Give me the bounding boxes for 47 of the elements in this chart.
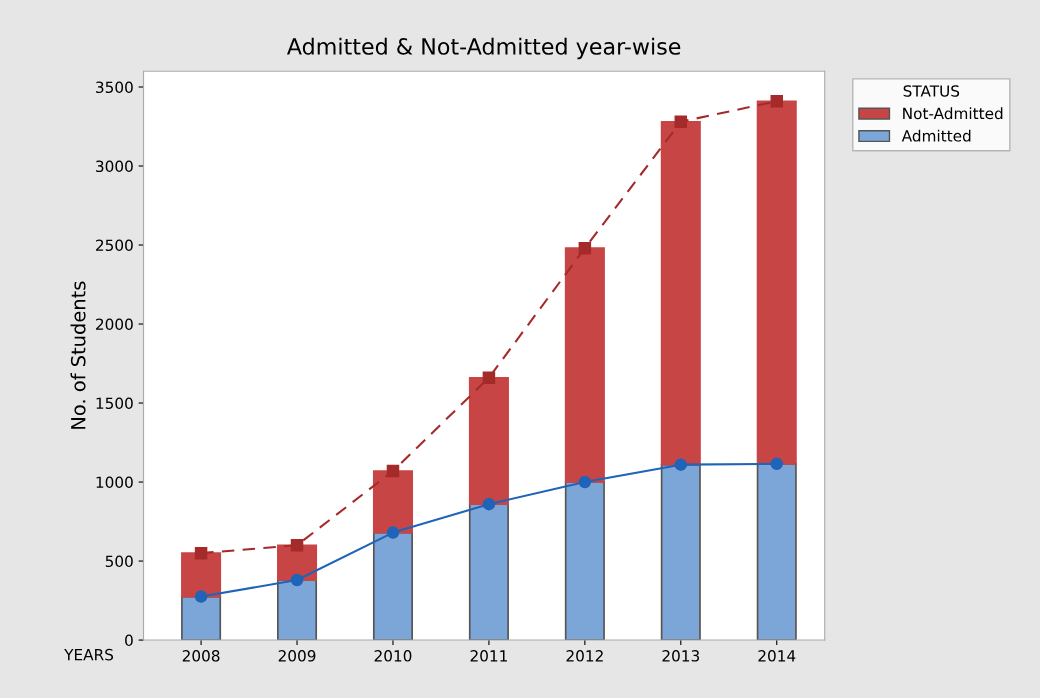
bar xyxy=(372,531,413,641)
bar xyxy=(564,481,605,641)
point xyxy=(194,546,208,560)
bar xyxy=(181,595,222,641)
point xyxy=(674,115,688,129)
point xyxy=(290,539,304,552)
x-tick-label: 2010 xyxy=(374,650,412,662)
point xyxy=(290,573,304,587)
x-tick-label: 2011 xyxy=(470,650,507,662)
bar xyxy=(468,503,509,641)
y-tick-label: 3500 xyxy=(96,81,133,94)
x-tick-label: 2008 xyxy=(182,650,220,662)
y-tick-label: 3000 xyxy=(96,160,133,173)
x-tick-label: 2009 xyxy=(278,650,316,662)
point xyxy=(194,590,208,603)
y-tick-label: 2000 xyxy=(96,318,133,331)
point xyxy=(770,94,783,108)
y-tick-label: 1000 xyxy=(96,476,133,489)
legend-title: STATUS xyxy=(903,85,960,97)
point xyxy=(578,241,592,255)
chart-title: Admitted & Not-Admitted year-wise xyxy=(286,37,681,60)
point xyxy=(386,464,400,478)
x-tick-label: 2014 xyxy=(758,650,796,662)
legend-label: Not-Admitted xyxy=(903,107,1003,120)
x-axis-title: YEARS xyxy=(64,648,114,661)
bar xyxy=(468,376,509,506)
bar xyxy=(277,579,318,641)
x-tick-label: 2013 xyxy=(662,650,700,662)
point xyxy=(578,475,592,489)
point xyxy=(674,458,688,471)
bar xyxy=(756,100,797,465)
y-axis-title: No. of Students xyxy=(70,281,86,429)
point xyxy=(770,457,783,471)
point xyxy=(386,526,400,539)
bar xyxy=(660,120,701,466)
legend-label: Admitted xyxy=(901,129,971,142)
bar xyxy=(564,247,605,483)
x-tick-label: 2012 xyxy=(566,650,603,662)
point xyxy=(482,371,496,385)
point xyxy=(482,497,496,511)
y-tick-label: 500 xyxy=(105,555,133,568)
bar xyxy=(756,463,797,641)
bar xyxy=(372,470,413,534)
bar xyxy=(660,463,701,641)
y-tick-label: 2500 xyxy=(96,239,133,252)
y-tick-label: 0 xyxy=(125,634,133,647)
y-tick-label: 1500 xyxy=(96,397,133,410)
